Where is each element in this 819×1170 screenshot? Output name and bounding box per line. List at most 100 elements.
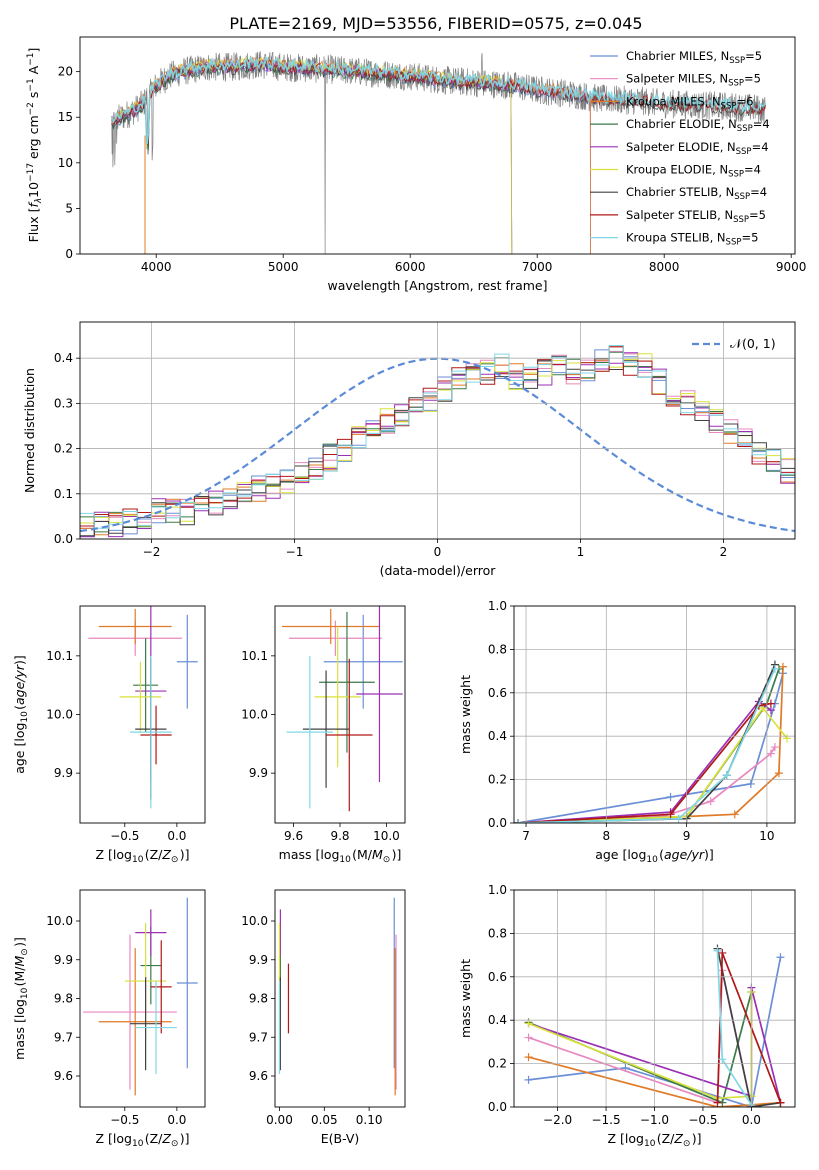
age-vs-Z-xlabel-part: )] bbox=[180, 847, 190, 862]
spectrum-xtick-label: 8000 bbox=[649, 260, 680, 274]
mass-vs-Z-xlabel-part: 10 bbox=[132, 1139, 144, 1149]
mass-vs-ebv-ytick-label: 9.6 bbox=[249, 1069, 268, 1083]
mass-vs-Z-frame bbox=[79, 889, 206, 1108]
legend-label-kroupa-elodie: Kroupa ELODIE, NSSP=4 bbox=[626, 163, 761, 180]
massweight-vs-Z-xlabel-part: ⊙ bbox=[683, 1139, 691, 1149]
massweight-vs-Z-ytick-label: 0.8 bbox=[488, 926, 507, 940]
age-vs-Z-xlabel-part: log bbox=[113, 847, 132, 862]
age-vs-Z-ylabel-part: ( bbox=[12, 705, 27, 710]
spectrum-ytick-label: 20 bbox=[58, 65, 73, 79]
legend-label-text: Salpeter STELIB, N bbox=[626, 208, 733, 222]
massweight-vs-Z-xlabel-part: 10 bbox=[644, 1139, 656, 1149]
spectrum-ylabel-part: Flux [ bbox=[26, 208, 41, 243]
residuals-xtick-label: 1 bbox=[577, 545, 585, 559]
residuals-ylabel: Normed distribution bbox=[22, 368, 37, 493]
massweight-vs-Z-frame bbox=[513, 889, 796, 1108]
legend-label-kroupa-miles: Kroupa MILES, NSSP=6 bbox=[626, 94, 753, 111]
massweight-vs-Z-xlabel-part: log bbox=[625, 1131, 644, 1146]
residuals-ytick-label: 0.4 bbox=[54, 351, 73, 365]
data-point-kroupa-elodie bbox=[782, 734, 791, 743]
series-line-kroupa-elodie bbox=[517, 706, 788, 823]
data-point-kroupa-miles bbox=[774, 769, 783, 778]
spectrum-ytick-label: 0 bbox=[65, 247, 73, 261]
legend-label-kroupa-stelib: Kroupa STELIB, NSSP=5 bbox=[626, 231, 758, 248]
mass-vs-ebv-xtick-label: 0.00 bbox=[266, 1113, 293, 1127]
age-vs-mass-frame bbox=[274, 605, 406, 824]
massweight-vs-age-ytick-label: 0.4 bbox=[488, 729, 507, 743]
massweight-vs-Z-ytick-label: 0.4 bbox=[488, 1013, 507, 1027]
legend-label-text: Chabrier MILES, N bbox=[626, 49, 729, 63]
age-vs-mass-ytick-label: 10.0 bbox=[241, 708, 268, 722]
legend-label-sub: SSP bbox=[736, 147, 752, 157]
spectrum-ylabel-part: f bbox=[26, 202, 41, 208]
data-point-kroupa-stelib bbox=[722, 771, 731, 780]
age-vs-Z-xlabel-part: Z [ bbox=[96, 847, 113, 862]
residuals-ytick-label: 0.2 bbox=[54, 442, 73, 456]
mass-vs-Z-ylabel-part: )] bbox=[12, 937, 27, 947]
massweight-vs-age-xlabel-part: )] bbox=[704, 847, 714, 862]
age-vs-mass-xlabel-part: (M/ bbox=[352, 847, 373, 862]
data-spectrum-line bbox=[111, 51, 766, 254]
age-vs-Z-xlabel-part: 10 bbox=[132, 855, 144, 865]
massweight-vs-Z-xlabel-part: Z bbox=[673, 1131, 683, 1146]
data-point-salpeter-miles bbox=[770, 743, 779, 752]
legend-label-sub: SSP bbox=[728, 79, 744, 89]
age-vs-Z-plot-area bbox=[88, 606, 198, 809]
massweight-vs-Z-xlabel-part: (Z/ bbox=[657, 1131, 675, 1146]
massweight-vs-Z-xtick-label: 0.0 bbox=[742, 1113, 761, 1127]
mass-vs-Z-ytick-label: 9.9 bbox=[54, 953, 73, 967]
massweight-vs-age-xtick-label: 7 bbox=[522, 829, 530, 843]
spectrum-ytick-label: 5 bbox=[65, 201, 73, 215]
age-vs-Z-ylabel-part: 10 bbox=[20, 711, 30, 723]
age-vs-mass-xlabel-part: M bbox=[372, 847, 383, 862]
data-point-kroupa-miles bbox=[778, 662, 787, 671]
massweight-vs-age-ytick-label: 0.2 bbox=[488, 773, 507, 787]
series-line-kroupa-miles bbox=[528, 1056, 781, 1107]
legend-label-suffix: =5 bbox=[745, 49, 762, 63]
model-spectrum-kroupa-stelib bbox=[110, 55, 767, 145]
residuals-ytick-label: 0.0 bbox=[54, 532, 73, 546]
mass-vs-Z-ylabel-part: 10 bbox=[20, 987, 30, 999]
legend-label-text: Chabrier ELODIE, N bbox=[626, 117, 737, 131]
massweight-vs-age-xtick-label: 10 bbox=[759, 829, 774, 843]
spectrum-xtick-label: 9000 bbox=[776, 260, 807, 274]
spectrum-xlabel: wavelength [Angstrom, rest frame] bbox=[327, 278, 547, 293]
spectrum-ylabel-part: A bbox=[26, 65, 41, 78]
data-point-kroupa-stelib bbox=[713, 946, 722, 955]
massweight-vs-Z-ylabel-part: mass weight bbox=[458, 959, 473, 1038]
residuals-xtick-label: 0 bbox=[434, 545, 442, 559]
series-line-salpeter-miles bbox=[517, 746, 776, 823]
mass-vs-Z-xlabel-part: (Z/ bbox=[145, 1131, 163, 1146]
age-vs-Z-xlabel-part: ⊙ bbox=[171, 855, 179, 865]
data-point-kroupa-elodie bbox=[524, 1019, 533, 1028]
data-point-kroupa-stelib bbox=[514, 819, 523, 823]
spectrum-frame bbox=[79, 36, 796, 255]
age-vs-Z-ylabel-part: log bbox=[12, 723, 27, 742]
mass-vs-Z-ytick-label: 9.7 bbox=[54, 1030, 73, 1044]
spectrum-ylabel-part: s bbox=[26, 92, 41, 103]
age-vs-Z-ytick-label: 10.1 bbox=[46, 649, 73, 663]
mass-vs-ebv-xtick-label: 0.10 bbox=[356, 1113, 383, 1127]
model-spectrum-chabrier-miles bbox=[111, 62, 591, 254]
residuals-xtick-label: 2 bbox=[720, 545, 728, 559]
legend-label-salpeter-elodie: Salpeter ELODIE, NSSP=4 bbox=[626, 140, 769, 157]
legend-label-suffix: =4 bbox=[750, 185, 767, 199]
residuals-ytick-label: 0.3 bbox=[54, 396, 73, 410]
data-point-salpeter-stelib bbox=[666, 810, 675, 819]
massweight-vs-Z-ytick-label: 1.0 bbox=[488, 883, 507, 897]
age-vs-mass-xlabel-part: 10 bbox=[339, 855, 351, 865]
figure-title: PLATE=2169, MJD=53556, FIBERID=0575, z=0… bbox=[229, 14, 642, 33]
spectrum-ylabel-part: −1 bbox=[26, 78, 36, 91]
model-spectrum-chabrier-elodie bbox=[111, 59, 513, 254]
mass-vs-Z-ylabel-part: ⊙ bbox=[20, 948, 30, 956]
data-point-salpeter-miles bbox=[524, 1033, 533, 1042]
spectrum-xlabel-part: wavelength [Angstrom, rest frame] bbox=[327, 278, 547, 293]
mass-vs-Z-ylabel-part: log bbox=[12, 999, 27, 1018]
residuals-xlabel-part: (data-model)/error bbox=[380, 563, 497, 578]
mass-vs-Z-ylabel-part: (M/ bbox=[12, 966, 27, 987]
data-point-chabrier-miles bbox=[776, 953, 785, 962]
massweight-vs-age-xlabel-part: age/yr bbox=[664, 847, 705, 862]
mass-vs-ebv-xlabel: E(B-V) bbox=[321, 1131, 360, 1146]
massweight-vs-Z-xtick-label: −2.0 bbox=[543, 1113, 572, 1127]
mass-vs-Z-xlabel-part: Z bbox=[161, 1131, 171, 1146]
